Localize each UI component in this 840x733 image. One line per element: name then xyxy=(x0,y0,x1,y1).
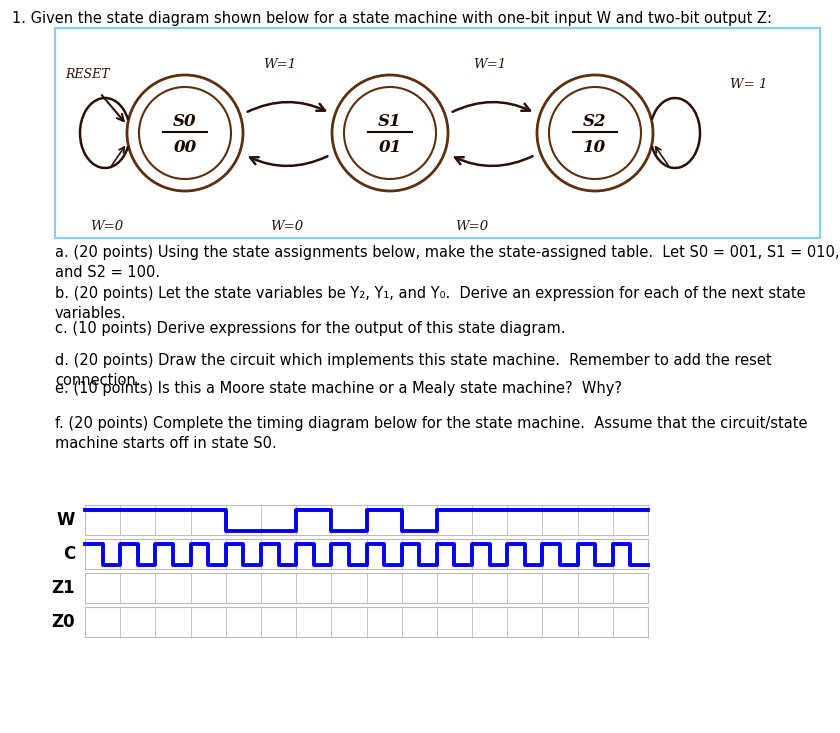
Text: d. (20 points) Draw the circuit which implements this state machine.  Remember t: d. (20 points) Draw the circuit which im… xyxy=(55,353,772,388)
Text: RESET: RESET xyxy=(65,68,110,81)
Circle shape xyxy=(139,87,231,179)
Text: W=0: W=0 xyxy=(455,220,488,233)
Text: S1: S1 xyxy=(378,112,402,130)
Text: S2: S2 xyxy=(583,112,606,130)
Text: W=0: W=0 xyxy=(90,220,123,233)
Text: e. (10 points) Is this a Moore state machine or a Mealy state machine?  Why?: e. (10 points) Is this a Moore state mac… xyxy=(55,381,622,396)
Bar xyxy=(85,505,648,535)
Bar xyxy=(85,607,648,637)
Text: W: W xyxy=(56,511,75,529)
Text: Z0: Z0 xyxy=(51,613,75,631)
Circle shape xyxy=(332,75,448,191)
Circle shape xyxy=(127,75,243,191)
Text: 00: 00 xyxy=(173,139,197,155)
Text: S0: S0 xyxy=(173,112,197,130)
Text: 1. Given the state diagram shown below for a state machine with one-bit input W : 1. Given the state diagram shown below f… xyxy=(12,11,772,26)
Text: a. (20 points) Using the state assignments below, make the state-assigned table.: a. (20 points) Using the state assignmen… xyxy=(55,245,839,280)
Text: W=0: W=0 xyxy=(270,220,303,233)
Text: f. (20 points) Complete the timing diagram below for the state machine.  Assume : f. (20 points) Complete the timing diagr… xyxy=(55,416,807,451)
Circle shape xyxy=(344,87,436,179)
Bar xyxy=(55,28,820,238)
Text: W= 1: W= 1 xyxy=(730,78,768,91)
Bar xyxy=(85,539,648,569)
Text: W=1: W=1 xyxy=(474,58,507,71)
Text: 01: 01 xyxy=(378,139,402,155)
Text: W=1: W=1 xyxy=(264,58,297,71)
Text: Z1: Z1 xyxy=(51,579,75,597)
Text: b. (20 points) Let the state variables be Y₂, Y₁, and Y₀.  Derive an expression : b. (20 points) Let the state variables b… xyxy=(55,286,806,321)
Bar xyxy=(85,573,648,603)
Circle shape xyxy=(537,75,653,191)
Circle shape xyxy=(549,87,641,179)
Text: c. (10 points) Derive expressions for the output of this state diagram.: c. (10 points) Derive expressions for th… xyxy=(55,321,565,336)
Text: C: C xyxy=(63,545,75,563)
Text: 10: 10 xyxy=(583,139,606,155)
